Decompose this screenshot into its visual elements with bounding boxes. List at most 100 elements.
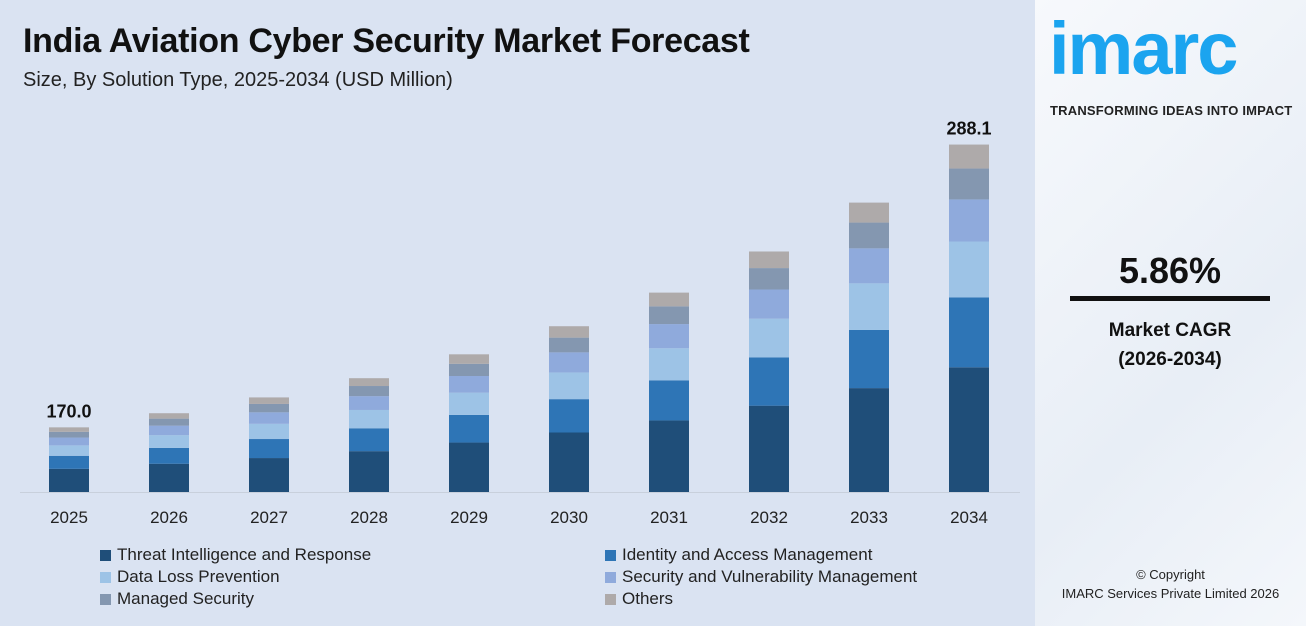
bar-segment-2030-0	[549, 432, 589, 492]
legend-item: Identity and Access Management	[605, 545, 980, 565]
bar-chart: 2025 170.0 2026 2027 2028 2029 2030 2031 2032 203…	[20, 119, 1020, 527]
chart-subtitle: Size, By Solution Type, 2025-2034 (USD M…	[23, 69, 453, 91]
bar-segment-2029-4	[449, 363, 489, 377]
bar-segment-2028-2	[349, 409, 389, 429]
bar-segment-2032-3	[749, 289, 789, 319]
bar-segment-2027-2	[249, 423, 289, 440]
bar-segment-2034-4	[949, 168, 989, 200]
bar-segment-2032-1	[749, 357, 789, 406]
legend-swatch	[100, 549, 111, 561]
cagr-period: (2026-2034)	[1118, 349, 1222, 370]
legend-item: Security and Vulnerability Management	[605, 567, 980, 587]
cagr-value: 5.86%	[1118, 250, 1222, 291]
bar-segment-2032-0	[749, 405, 789, 492]
bar-segment-2028-5	[349, 378, 389, 387]
x-tick-label: 2031	[650, 508, 688, 527]
x-tick-label: 2027	[250, 508, 288, 527]
legend-item: Others	[605, 589, 980, 609]
bar-segment-2033-3	[849, 248, 889, 284]
imarc-logo: imarc	[1049, 7, 1238, 90]
bar-segment-2029-0	[449, 442, 489, 492]
legend-swatch	[605, 571, 616, 583]
side-panel: imarc TRANSFORMING IDEAS INTO IMPACT 5.8…	[1035, 0, 1306, 626]
chart-title: India Aviation Cyber Security Market For…	[23, 22, 750, 60]
bar-segment-2028-0	[349, 451, 389, 492]
bar-segment-2030-1	[549, 399, 589, 433]
bar-segment-2031-2	[649, 348, 689, 381]
legend-label: Managed Security	[117, 589, 255, 608]
bar-segment-2027-5	[249, 397, 289, 404]
bar-segment-2034-1	[949, 297, 989, 368]
legend-swatch	[605, 549, 616, 561]
bar-segment-2026-2	[149, 435, 189, 448]
x-tick-label: 2033	[850, 508, 888, 527]
legend-item: Managed Security	[100, 589, 605, 609]
bar-segment-2027-3	[249, 412, 289, 424]
bar-segment-2033-0	[849, 388, 889, 492]
bar-segment-2026-0	[149, 463, 189, 492]
legend-label: Security and Vulnerability Management	[622, 567, 918, 586]
bar-segment-2033-4	[849, 222, 889, 249]
legend-label: Others	[622, 589, 674, 608]
bar-segment-2025-1	[49, 455, 89, 469]
bar-segment-2025-4	[49, 431, 89, 438]
legend-label: Data Loss Prevention	[117, 567, 280, 586]
bar-segment-2026-1	[149, 447, 189, 464]
bar-segment-2029-5	[449, 354, 489, 364]
bar-segment-2030-5	[549, 326, 589, 338]
legend-swatch	[100, 571, 111, 583]
bar-segment-2026-5	[149, 413, 189, 419]
bar-segment-2027-1	[249, 439, 289, 459]
bar-segment-2026-4	[149, 418, 189, 426]
bar-segment-2031-5	[649, 292, 689, 307]
copyright-company: IMARC Services Private Limited 2026	[1061, 586, 1280, 601]
legend-swatch	[100, 593, 111, 605]
bar-segment-2034-3	[949, 199, 989, 242]
x-tick-label: 2029	[450, 508, 488, 527]
legend-label: Identity and Access Management	[622, 545, 873, 564]
bar-segment-2034-5	[949, 144, 989, 169]
bar-segment-2025-0	[49, 468, 89, 492]
x-tick-label: 2025	[50, 508, 88, 527]
x-tick-label: 2034	[950, 508, 988, 527]
bar-segment-2033-1	[849, 329, 889, 389]
legend-label: Threat Intelligence and Response	[117, 545, 372, 564]
total-label: 288.1	[946, 119, 991, 139]
x-tick-label: 2026	[150, 508, 188, 527]
x-tick-label: 2032	[750, 508, 788, 527]
bar-segment-2031-3	[649, 324, 689, 349]
bar-segment-2030-4	[549, 337, 589, 353]
legend-swatch	[605, 593, 616, 605]
bar-segment-2029-3	[449, 376, 489, 393]
bar-segment-2028-4	[349, 386, 389, 397]
total-label: 170.0	[46, 401, 91, 421]
bar-segment-2032-4	[749, 268, 789, 290]
bar-segment-2033-5	[849, 202, 889, 223]
bar-segment-2031-1	[649, 380, 689, 421]
bar-segment-2027-0	[249, 458, 289, 492]
bar-segment-2033-2	[849, 283, 889, 330]
bar-segment-2028-1	[349, 428, 389, 452]
bar-segment-2031-0	[649, 420, 689, 492]
bar-segment-2029-2	[449, 392, 489, 415]
bar-segment-2028-3	[349, 396, 389, 410]
bar-segment-2032-5	[749, 251, 789, 269]
bar-segment-2025-5	[49, 427, 89, 432]
x-tick-label: 2028	[350, 508, 388, 527]
legend-item: Data Loss Prevention	[100, 567, 605, 587]
x-tick-label: 2030	[550, 508, 588, 527]
bar-segment-2027-4	[249, 403, 289, 413]
cagr-label: Market CAGR	[1108, 320, 1232, 341]
brand-tagline: TRANSFORMING IDEAS INTO IMPACT	[1050, 103, 1293, 118]
bar-segment-2030-2	[549, 372, 589, 400]
bar-segment-2026-3	[149, 425, 189, 436]
bar-segment-2025-3	[49, 437, 89, 446]
copyright-line: © Copyright	[1136, 567, 1205, 582]
divider	[1070, 296, 1270, 301]
bar-segment-2034-2	[949, 241, 989, 298]
legend: Threat Intelligence and Response Identity…	[100, 545, 980, 609]
bar-segment-2032-2	[749, 318, 789, 358]
bar-segment-2031-4	[649, 306, 689, 325]
bar-segment-2025-2	[49, 445, 89, 456]
legend-item: Threat Intelligence and Response	[100, 545, 605, 565]
